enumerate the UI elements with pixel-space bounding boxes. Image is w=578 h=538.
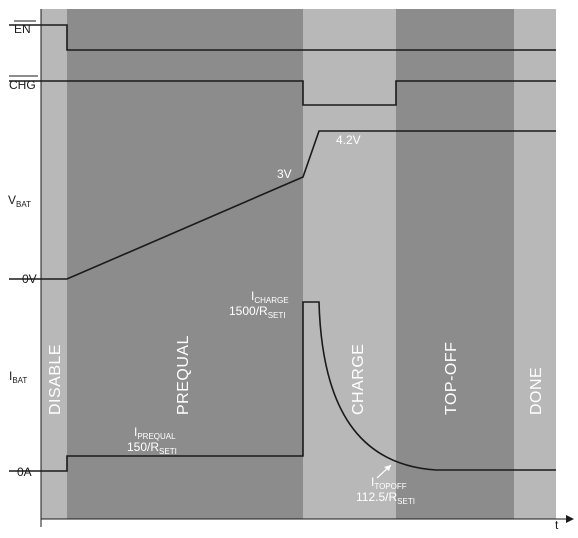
iprequal-label: IPREQUAL [134, 425, 176, 441]
phase-topoff-label: TOP-OFF [443, 342, 460, 415]
itopoff-arrowhead-icon [384, 465, 391, 471]
vbat-label: VBAT [8, 193, 31, 209]
disable-band [41, 9, 67, 519]
done-band [514, 9, 556, 519]
x-axis-arrow-icon [566, 515, 574, 523]
phase-charge-label: CHARGE [350, 344, 367, 415]
ibat-signal [9, 301, 556, 472]
phase-done-label: DONE [528, 367, 545, 415]
vbat-signal [9, 130, 556, 280]
itopoff-formula: 112.5/RSETI [356, 490, 415, 506]
chg-label: CHG [9, 78, 36, 92]
topoff-band [396, 9, 514, 519]
v-3v-annotation: 3V [277, 167, 292, 181]
en-signal [9, 24, 556, 51]
iprequal-formula: 150/RSETI [127, 440, 177, 456]
icharge-label: ICHARGE [251, 289, 289, 305]
itopoff-label: ITOPOFF [371, 475, 407, 491]
time-axis-label: t [555, 518, 559, 532]
charge-band [303, 9, 396, 519]
zero-a-label: 0A [17, 465, 32, 479]
en-label: EN [14, 22, 31, 36]
icharge-formula: 1500/RSETI [229, 304, 285, 320]
phase-prequal-label: PREQUAL [175, 335, 192, 415]
v-42v-annotation: 4.2V [336, 133, 361, 147]
prequal-band [67, 9, 303, 519]
phase-disable-label: DISABLE [47, 344, 64, 415]
chg-signal [9, 80, 556, 106]
ibat-label: IBAT [9, 369, 27, 385]
zero-v-label: 0V [22, 272, 37, 286]
